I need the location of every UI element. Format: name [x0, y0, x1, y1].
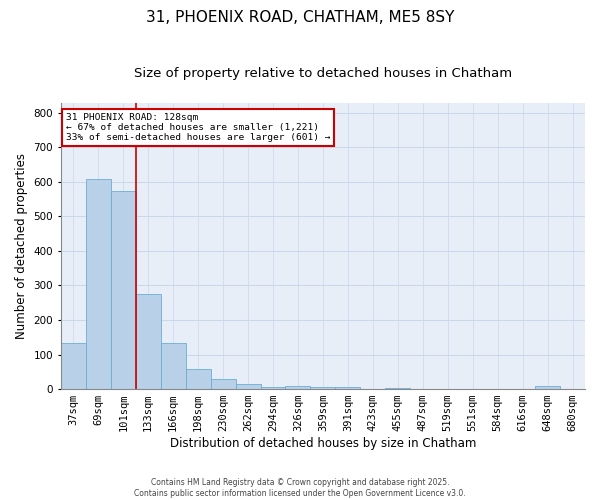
Bar — [310, 387, 335, 389]
Bar — [185, 369, 211, 389]
Bar — [335, 388, 361, 389]
Bar — [61, 343, 86, 389]
Bar — [161, 343, 185, 389]
Bar — [286, 386, 310, 389]
Text: 31, PHOENIX ROAD, CHATHAM, ME5 8SY: 31, PHOENIX ROAD, CHATHAM, ME5 8SY — [146, 10, 454, 25]
Bar — [535, 386, 560, 389]
Y-axis label: Number of detached properties: Number of detached properties — [15, 153, 28, 339]
Title: Size of property relative to detached houses in Chatham: Size of property relative to detached ho… — [134, 68, 512, 80]
Text: 31 PHOENIX ROAD: 128sqm
← 67% of detached houses are smaller (1,221)
33% of semi: 31 PHOENIX ROAD: 128sqm ← 67% of detache… — [66, 112, 331, 142]
X-axis label: Distribution of detached houses by size in Chatham: Distribution of detached houses by size … — [170, 437, 476, 450]
Bar — [211, 380, 236, 389]
Text: Contains HM Land Registry data © Crown copyright and database right 2025.
Contai: Contains HM Land Registry data © Crown c… — [134, 478, 466, 498]
Bar — [385, 388, 410, 389]
Bar — [86, 179, 111, 389]
Bar — [236, 384, 260, 389]
Bar — [111, 190, 136, 389]
Bar — [260, 388, 286, 389]
Bar — [136, 294, 161, 389]
